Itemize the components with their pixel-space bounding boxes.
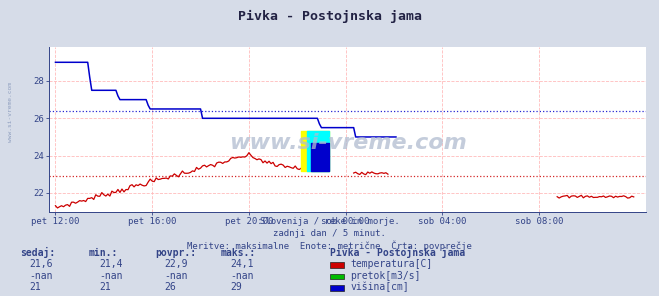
Text: 21: 21	[30, 282, 42, 292]
Text: povpr.:: povpr.:	[155, 248, 196, 258]
Text: Meritve: maksimalne  Enote: metrične  Črta: povprečje: Meritve: maksimalne Enote: metrične Črta…	[187, 240, 472, 251]
Text: 21,6: 21,6	[30, 259, 53, 269]
Text: -nan: -nan	[99, 271, 123, 281]
Text: -nan: -nan	[165, 271, 188, 281]
Text: min.:: min.:	[89, 248, 119, 258]
Text: sedaj:: sedaj:	[20, 247, 55, 258]
Text: maks.:: maks.:	[221, 248, 256, 258]
Text: temperatura[C]: temperatura[C]	[351, 259, 433, 269]
Text: -nan: -nan	[30, 271, 53, 281]
Text: Pivka - Postojnska jama: Pivka - Postojnska jama	[237, 10, 422, 23]
Text: zadnji dan / 5 minut.: zadnji dan / 5 minut.	[273, 229, 386, 237]
Text: -nan: -nan	[231, 271, 254, 281]
Text: 26: 26	[165, 282, 177, 292]
Text: 29: 29	[231, 282, 243, 292]
Text: 22,9: 22,9	[165, 259, 188, 269]
Text: www.si-vreme.com: www.si-vreme.com	[8, 83, 13, 142]
Text: 21,4: 21,4	[99, 259, 123, 269]
Text: www.si-vreme.com: www.si-vreme.com	[229, 133, 467, 153]
Text: 24,1: 24,1	[231, 259, 254, 269]
Text: višina[cm]: višina[cm]	[351, 281, 409, 292]
Text: Slovenija / reke in morje.: Slovenija / reke in morje.	[260, 217, 399, 226]
Text: 21: 21	[99, 282, 111, 292]
Text: Pivka - Postojnska jama: Pivka - Postojnska jama	[330, 247, 465, 258]
Text: pretok[m3/s]: pretok[m3/s]	[351, 271, 421, 281]
